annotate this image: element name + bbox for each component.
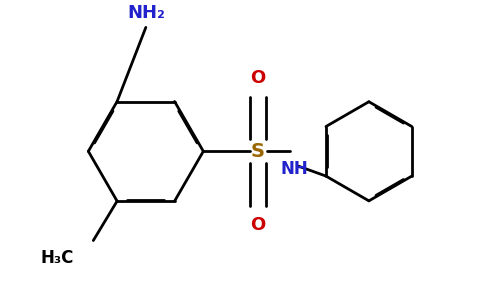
Text: NH: NH [281, 160, 308, 178]
Text: H₃C: H₃C [40, 249, 74, 267]
Text: NH₂: NH₂ [127, 4, 165, 22]
Text: O: O [250, 69, 266, 87]
Text: S: S [251, 142, 265, 161]
Text: O: O [250, 216, 266, 234]
